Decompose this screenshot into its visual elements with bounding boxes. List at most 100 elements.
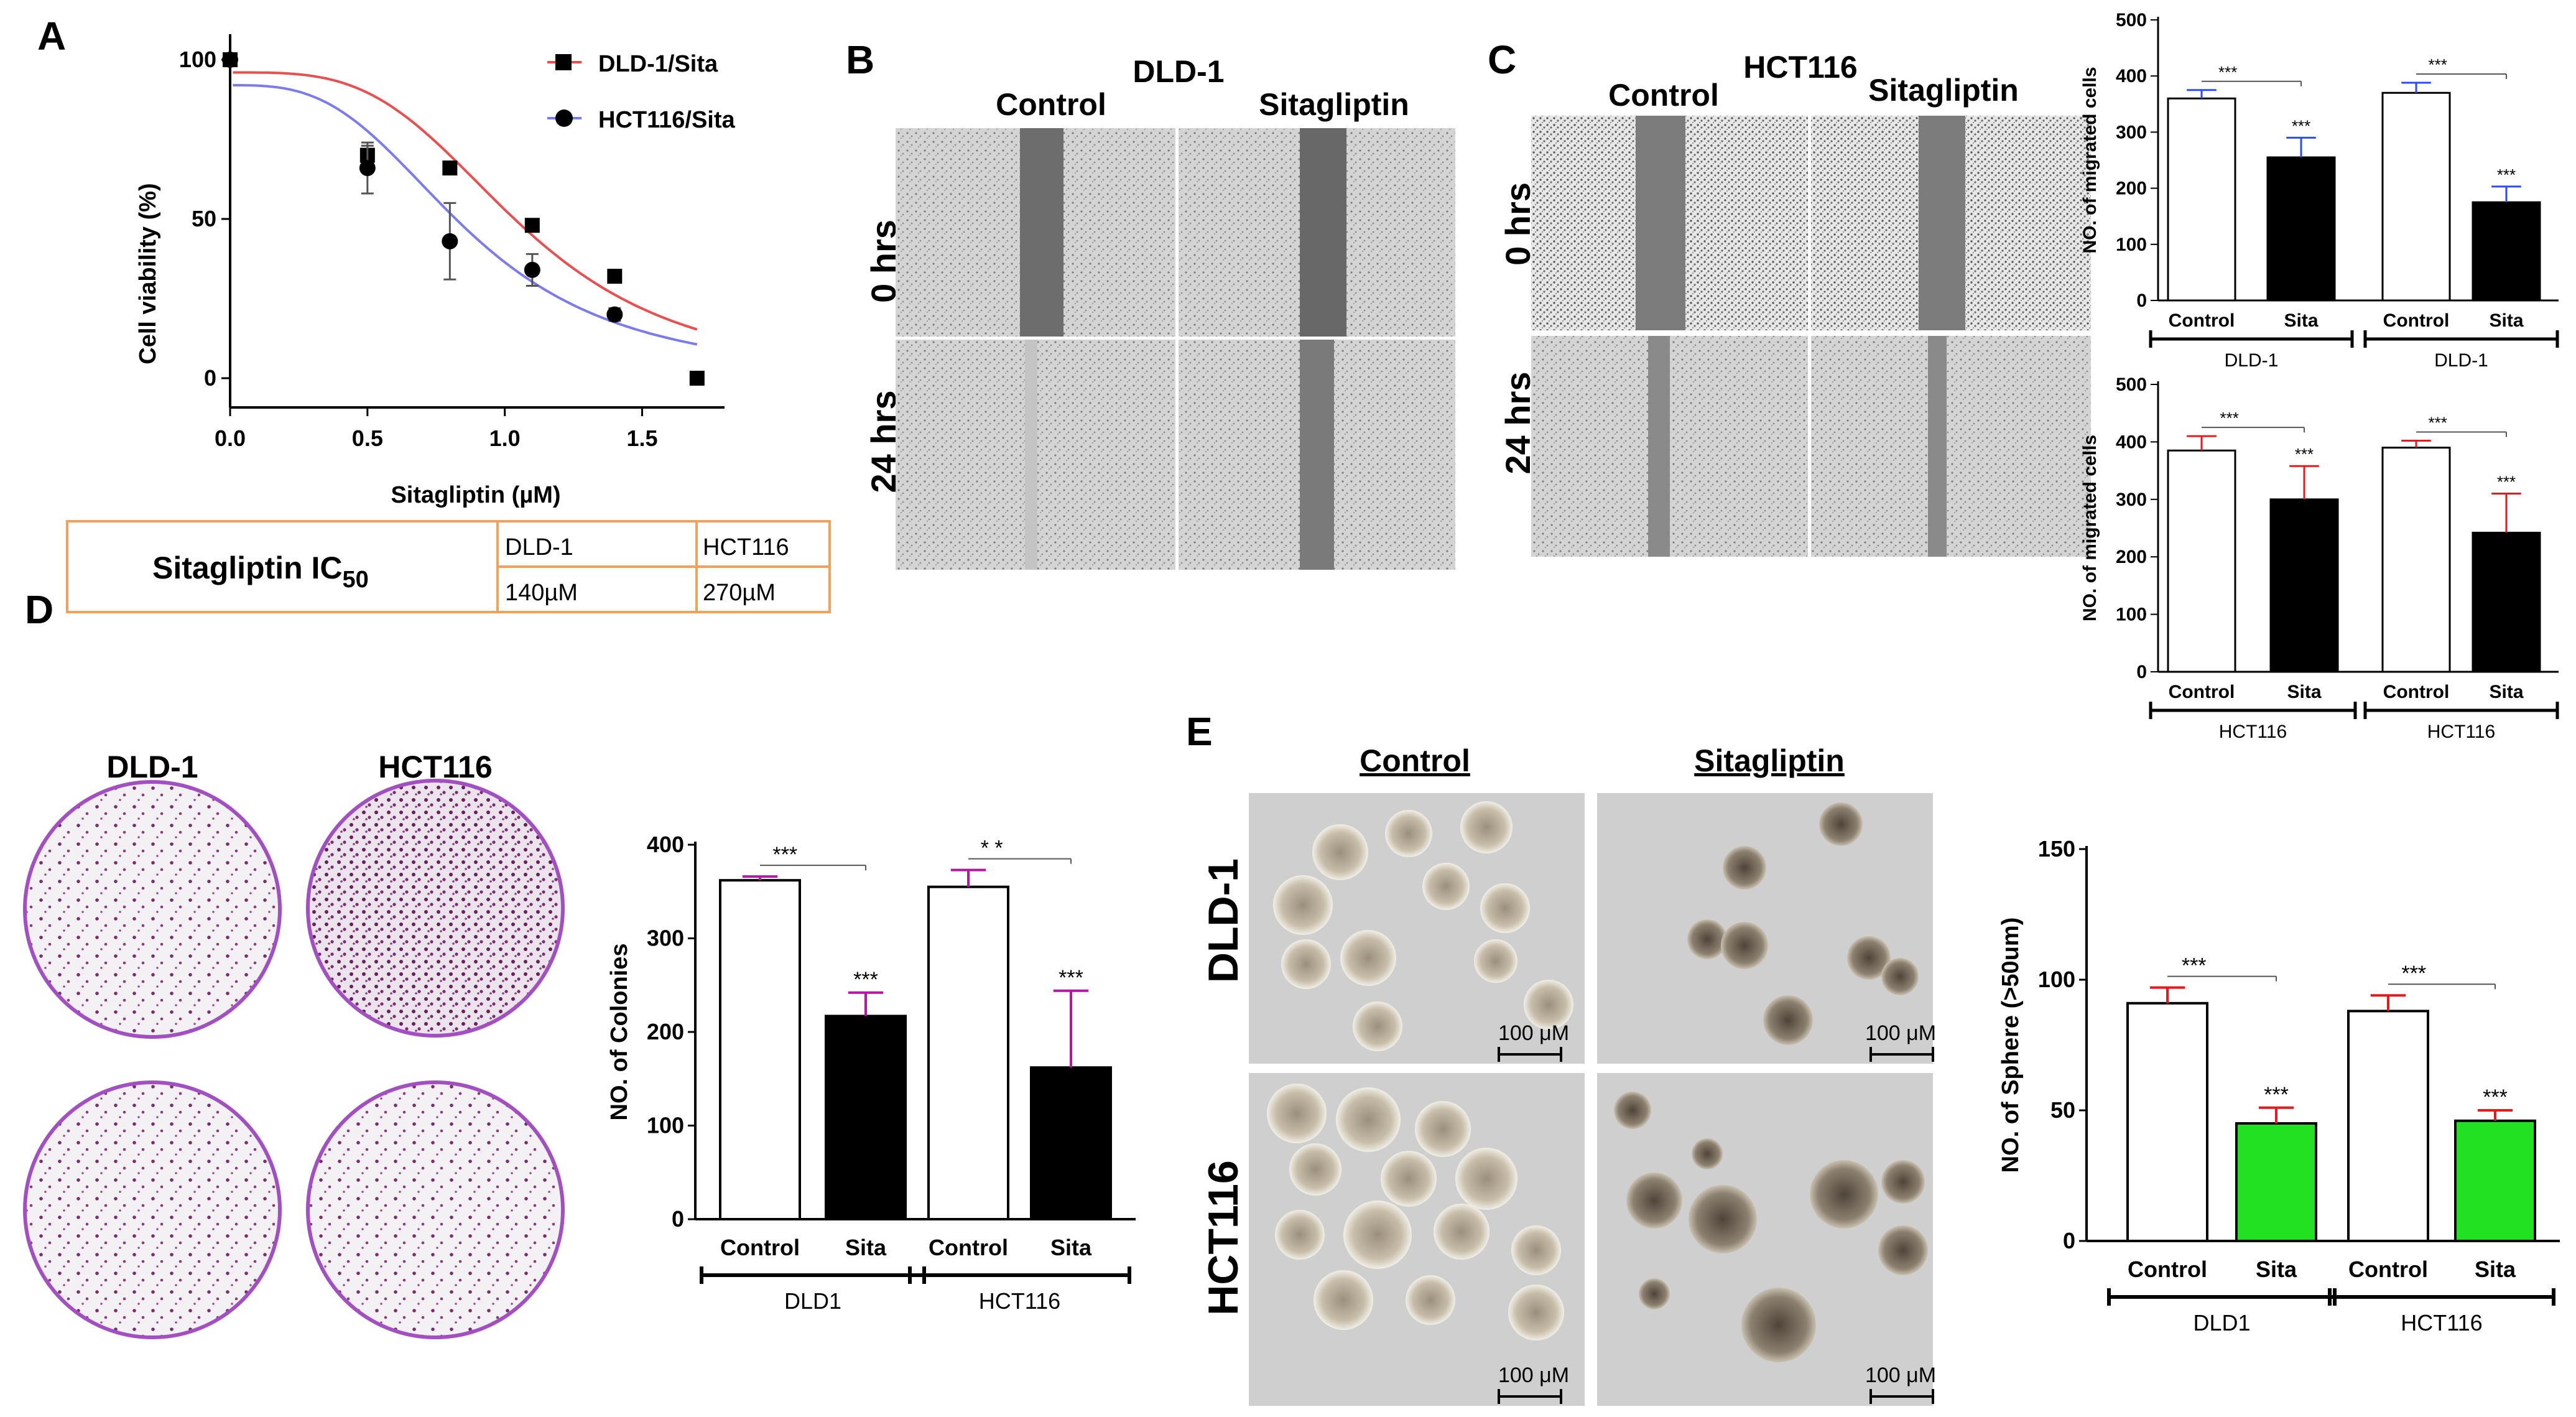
barD-category-label: Sita <box>845 1235 887 1260</box>
barCtop-ytick-label: 500 <box>2116 10 2147 30</box>
barD-ytick-label: 200 <box>647 1019 684 1044</box>
barCbot-bar <box>2381 447 2451 673</box>
barD-group-label: DLD1 <box>784 1288 841 1314</box>
colony-plate-hct-control <box>306 779 565 1038</box>
barCtop-sig-label: *** <box>2218 63 2237 81</box>
chart-a-point-dld <box>524 218 540 233</box>
barCbot-group-label: HCT116 <box>2427 722 2495 742</box>
ic50-col1-val: 140µM <box>505 580 578 606</box>
panel-label-c: C <box>1488 37 1516 82</box>
barD-sig-label: *** <box>1059 966 1083 990</box>
ic50-label: Sitagliptin IC50 <box>152 551 369 593</box>
chart-a-fit-curve-1 <box>233 71 698 331</box>
barCbot-category-label: Control <box>2383 682 2450 702</box>
chart-a-ylabel: Cell viability (%) <box>135 183 161 364</box>
chart-a-point-hct <box>524 261 540 278</box>
barD-group-label: HCT116 <box>979 1288 1060 1314</box>
panel-c-title: HCT116 <box>1743 50 1857 85</box>
chart-a-point-dld <box>689 371 705 386</box>
chart-a-ytick-label: 50 <box>192 206 216 231</box>
wound-image-b-ctrl-0h <box>896 128 1175 337</box>
barCtop-bar <box>2472 201 2541 302</box>
barE-ytick-label: 0 <box>2063 1228 2075 1253</box>
legend-marker-circle-icon <box>555 109 573 127</box>
barCbot-ytick-label: 400 <box>2116 432 2147 452</box>
panel-label-e: E <box>1186 709 1213 754</box>
barD-bar <box>927 885 1009 1220</box>
panel-d-label-hct: HCT116 <box>378 750 492 784</box>
barE-category-label: Control <box>2348 1257 2428 1282</box>
wound-image-c-ctrl-24h <box>1531 336 1808 557</box>
barCbot-ytick-label: 100 <box>2116 605 2147 625</box>
panel-c-col-sita: Sitagliptin <box>1868 73 2019 108</box>
barD-ytick-label: 300 <box>647 926 684 951</box>
chart-a-ytick-label: 0 <box>204 365 216 391</box>
panel-e-row-hct: HCT116 <box>1200 1160 1247 1315</box>
barD-ytick-label: 400 <box>647 832 684 857</box>
barE-ytick-label: 50 <box>2050 1097 2075 1123</box>
panel-e-col-sita: Sitagliptin <box>1694 743 1845 778</box>
barCtop-ylabel: NO. of migrated cells <box>2080 67 2100 253</box>
barE-group-label: DLD1 <box>2193 1310 2250 1336</box>
barCbot-sig-label: *** <box>2429 414 2447 432</box>
barCbot-bar <box>2167 449 2236 673</box>
barCbot-ytick-label: 500 <box>2116 374 2147 395</box>
barE-sig-label: *** <box>2264 1083 2289 1107</box>
barCtop-category-label: Sita <box>2489 310 2523 331</box>
chart-a: 0 50 100 0.0 0.5 1.0 1.5 <box>179 34 725 451</box>
barCtop-bar <box>2167 97 2236 302</box>
barCbot-sig-label: *** <box>2220 409 2239 427</box>
barCtop-ytick-label: 300 <box>2116 122 2147 142</box>
barE-ytick-label: 100 <box>2038 967 2075 992</box>
colony-plate-hct-sita <box>306 1080 565 1339</box>
chart-a-xtick-label: 1.0 <box>489 425 521 451</box>
barE-bar <box>2126 1001 2208 1243</box>
legend-label-hct: HCT116/Sita <box>598 107 736 133</box>
panel-e-row-dld: DLD-1 <box>1200 858 1247 983</box>
chart-a-point-hct <box>606 306 623 323</box>
barD-ylabel: NO. of Colonies <box>606 944 632 1121</box>
barD-ytick-label: 0 <box>672 1206 684 1232</box>
panel-d-label-dld: DLD-1 <box>106 750 198 784</box>
chart-d: 0 100 200 300 400 NO. of Colonies Control Sita *… <box>606 832 1136 1314</box>
barCbot-category-label: Control <box>2169 682 2235 702</box>
barCtop-group-label: DLD-1 <box>2434 350 2488 371</box>
barCtop-category-label: Control <box>2169 310 2235 331</box>
wound-image-c-sita-24h <box>1811 336 2091 557</box>
barCbot-ytick-label: 0 <box>2136 662 2147 682</box>
scale-bar-dld-sita <box>1869 1047 1934 1062</box>
barE-category-label: Sita <box>2256 1257 2297 1282</box>
barD-sig-label: *** <box>853 968 878 992</box>
barE-bar <box>2235 1122 2317 1242</box>
barE-bar <box>2347 1010 2429 1243</box>
wound-image-b-sita-0h <box>1179 128 1455 337</box>
chart-a-xlabel: Sitagliptin (µM) <box>391 482 560 508</box>
wound-image-c-sita-0h <box>1811 116 2091 330</box>
chart-a-xtick-label: 0.0 <box>215 425 246 451</box>
barCtop-ytick-label: 100 <box>2116 235 2147 255</box>
panel-label-a: A <box>37 14 66 58</box>
chart-a-point-hct <box>442 233 458 249</box>
barD-category-label: Control <box>929 1235 1008 1260</box>
scale-label-dld-sita: 100 μM <box>1865 1021 1936 1045</box>
panel-label-b: B <box>846 37 874 82</box>
panel-e-col-control: Control <box>1360 743 1470 778</box>
panel-b-col-sita: Sitagliptin <box>1259 87 1409 122</box>
legend-label-dld: DLD-1/Sita <box>598 51 718 77</box>
panel-c-row-24h: 24 hrs <box>1498 372 1537 475</box>
barCtop-group-label: DLD-1 <box>2225 350 2279 371</box>
barCtop-bar <box>2266 156 2336 302</box>
ic50-col2-head: HCT116 <box>703 534 789 560</box>
barCbot-sig-label: *** <box>2497 473 2516 491</box>
chart-a-point-dld <box>442 160 458 176</box>
barD-sig-label: *** <box>772 843 797 866</box>
barCbot-ytick-label: 300 <box>2116 490 2147 510</box>
ic50-table <box>66 520 831 613</box>
chart-e: 0 50 100 150 NO. of Sphere (>50um) Control Sit… <box>1998 836 2560 1336</box>
barCbot-sig-label: *** <box>2295 445 2314 463</box>
scale-bar-hct-control <box>1498 1389 1562 1404</box>
sphere-image-hct-control <box>1249 1073 1585 1406</box>
barCtop-ytick-label: 0 <box>2136 290 2147 311</box>
scale-bar-dld-control <box>1498 1047 1562 1062</box>
